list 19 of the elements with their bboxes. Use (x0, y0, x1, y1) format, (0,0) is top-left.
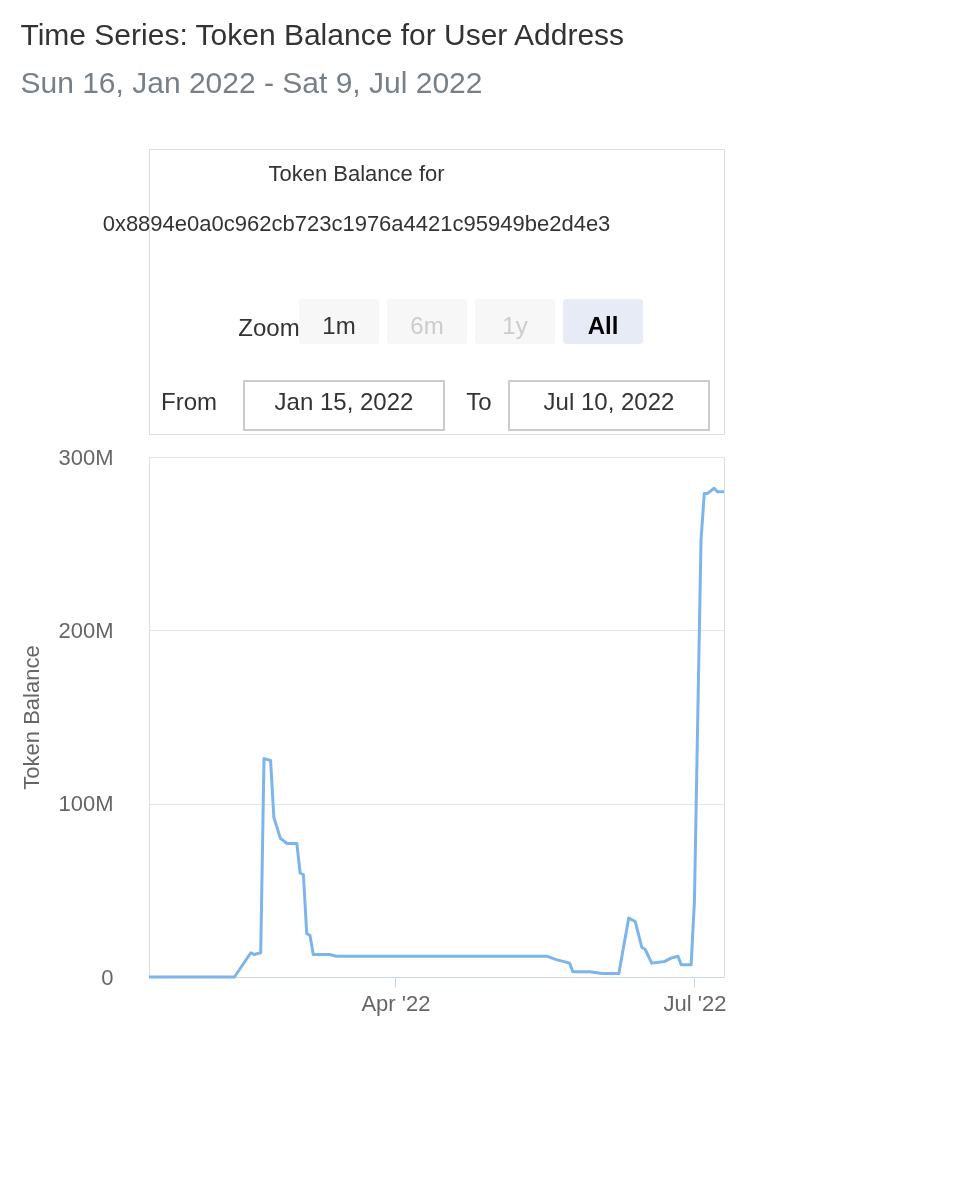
chart-subtitle: Sun 16, Jan 2022 - Sat 9, Jul 2022 (20, 65, 483, 99)
text: 0x8894e0a0c962cb723c1976a4421c95949be2d4e3 (102, 211, 611, 236)
text: Jan 15, 2022 (274, 388, 414, 415)
text: From (161, 388, 217, 415)
y-axis-title: Token Balance (19, 645, 45, 790)
chart-title: Time Series: Token Balance for User Address (20, 17, 625, 51)
x-tick-label: Apr '22 (361, 990, 431, 1016)
text: Zoom (238, 314, 300, 341)
x-tick-label: Jul '22 (663, 990, 727, 1016)
y-tick-label: 300M (58, 444, 114, 470)
text: 1m (322, 312, 356, 339)
y-tick-label: 100M (58, 791, 114, 817)
line-series (147, 486, 726, 979)
y-tick-label: 0 (101, 964, 114, 990)
y-tick-label: 200M (58, 617, 114, 643)
text: Token Balance for (268, 161, 445, 186)
text: To (466, 388, 492, 415)
text: All (587, 312, 619, 339)
text: Jul 10, 2022 (543, 388, 675, 415)
